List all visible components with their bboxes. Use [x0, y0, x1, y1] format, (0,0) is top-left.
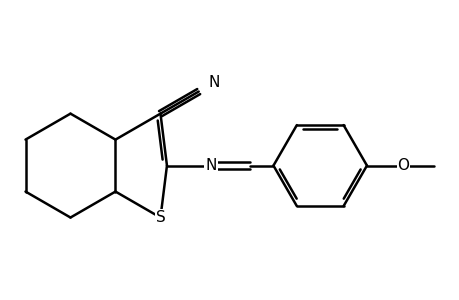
Text: N: N	[208, 75, 220, 90]
Text: S: S	[155, 210, 165, 225]
Text: O: O	[397, 158, 409, 173]
Text: N: N	[205, 158, 216, 173]
